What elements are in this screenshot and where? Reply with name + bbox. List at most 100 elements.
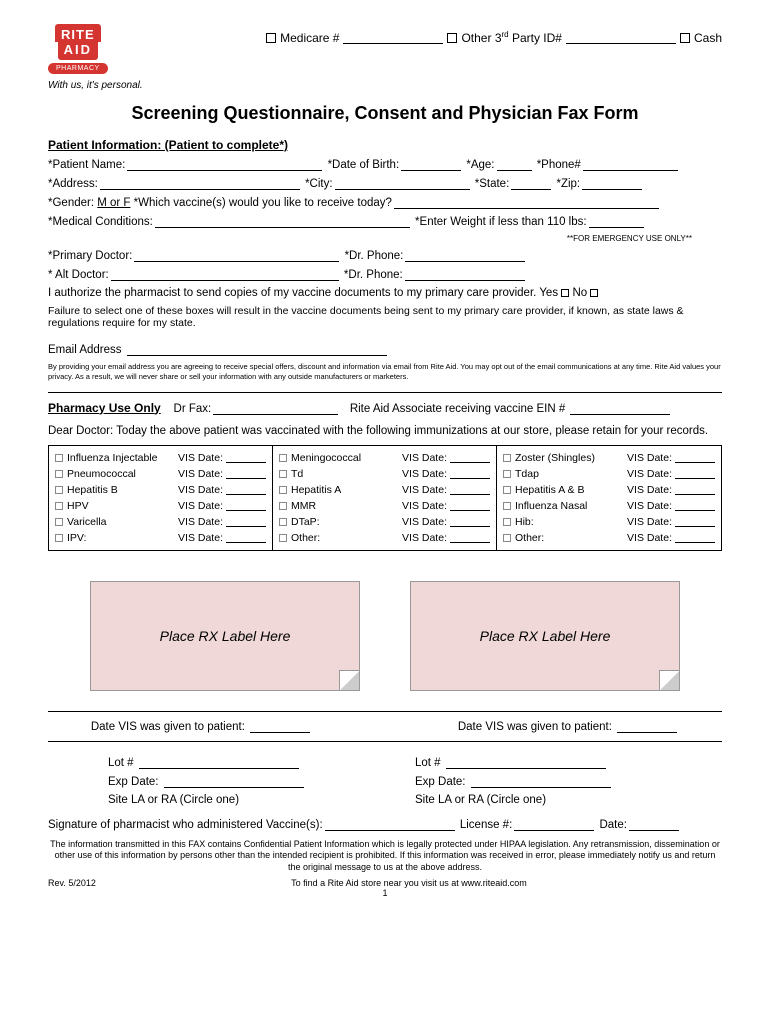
vaccine-row: Hepatitis A & BVIS Date: (503, 482, 715, 498)
vaccine-name: Influenza Nasal (515, 500, 627, 512)
vaccine-checkbox[interactable] (55, 502, 63, 510)
dr-fax-label: Dr Fax: (174, 403, 212, 415)
auth-yes-checkbox[interactable] (561, 289, 569, 297)
rx-labels-row: Place RX Label Here Place RX Label Here (48, 581, 722, 691)
medicare-checkbox[interactable] (266, 33, 276, 43)
vaccine-row: PneumococcalVIS Date: (55, 466, 266, 482)
pharmacy-heading-line: Pharmacy Use Only Dr Fax: Rite Aid Assoc… (48, 401, 722, 415)
vaccine-name: HPV (67, 500, 178, 512)
vis-date-field[interactable] (450, 532, 490, 543)
vaccine-checkbox[interactable] (279, 502, 287, 510)
exp-field-1[interactable] (164, 775, 304, 788)
primary-dr-field[interactable] (134, 249, 339, 262)
vis-date-field[interactable] (450, 500, 490, 511)
vaccine-checkbox[interactable] (279, 486, 287, 494)
vaccine-row: Hepatitis BVIS Date: (55, 482, 266, 498)
city-field[interactable] (335, 177, 470, 190)
license-field[interactable] (514, 818, 594, 831)
medcond-line: *Medical Conditions: *Enter Weight if le… (48, 215, 722, 228)
vaccine-checkbox[interactable] (503, 534, 511, 542)
vaccine-checkbox[interactable] (279, 534, 287, 542)
auth-no-checkbox[interactable] (590, 289, 598, 297)
other-checkbox[interactable] (447, 33, 457, 43)
vaccine-name: DTaP: (291, 516, 402, 528)
vis-date-field[interactable] (675, 452, 715, 463)
vaccine-row: Influenza InjectableVIS Date: (55, 450, 266, 466)
pharmacy-heading: Pharmacy Use Only (48, 401, 161, 415)
date-vis-field-2[interactable] (617, 720, 677, 733)
vaccine-checkbox[interactable] (55, 518, 63, 526)
vaccine-checkbox[interactable] (55, 454, 63, 462)
other-field[interactable] (566, 31, 676, 44)
sig-field[interactable] (325, 818, 455, 831)
exp-field-2[interactable] (471, 775, 611, 788)
dob-field[interactable] (401, 158, 461, 171)
vaccine-checkbox[interactable] (55, 486, 63, 494)
lot-field-2[interactable] (446, 756, 606, 769)
vaccine-checkbox[interactable] (503, 486, 511, 494)
signature-line: Signature of pharmacist who administered… (48, 818, 722, 831)
email-field[interactable] (127, 343, 387, 356)
vaccine-checkbox[interactable] (279, 454, 287, 462)
vis-date-field[interactable] (450, 468, 490, 479)
rule-3 (48, 741, 722, 742)
vis-date-field[interactable] (226, 484, 266, 495)
ein-field[interactable] (570, 402, 670, 415)
phone-field[interactable] (583, 158, 678, 171)
gender-value[interactable]: M or F (97, 197, 130, 209)
cash-label: Cash (694, 31, 722, 45)
vis-date-label: VIS Date: (402, 532, 447, 544)
vis-date-label: VIS Date: (627, 484, 672, 496)
vis-date-field[interactable] (226, 452, 266, 463)
alt-phone-field[interactable] (405, 268, 525, 281)
vaccine-row: Other:VIS Date: (503, 530, 715, 546)
dr-fax-field[interactable] (213, 402, 338, 415)
medcond-field[interactable] (155, 215, 410, 228)
vaccine-row: Zoster (Shingles)VIS Date: (503, 450, 715, 466)
site-label-1[interactable]: Site LA or RA (Circle one) (108, 794, 239, 806)
vis-date-field[interactable] (450, 516, 490, 527)
vis-date-field[interactable] (450, 452, 490, 463)
date-field[interactable] (629, 818, 679, 831)
vaccine-checkbox[interactable] (503, 502, 511, 510)
vaccine-checkbox[interactable] (503, 470, 511, 478)
vaccine-checkbox[interactable] (55, 534, 63, 542)
vaccine-name: Zoster (Shingles) (515, 452, 627, 464)
vis-date-field[interactable] (675, 484, 715, 495)
lot-field-1[interactable] (139, 756, 299, 769)
zip-field[interactable] (582, 177, 642, 190)
address-field[interactable] (100, 177, 300, 190)
state-field[interactable] (511, 177, 551, 190)
medicare-field[interactable] (343, 31, 443, 44)
weight-field[interactable] (589, 215, 644, 228)
vis-date-field[interactable] (675, 500, 715, 511)
vaccine-q-field[interactable] (394, 196, 659, 209)
site-label-2[interactable]: Site LA or RA (Circle one) (415, 794, 546, 806)
dr-phone-field[interactable] (405, 249, 525, 262)
vaccine-checkbox[interactable] (55, 470, 63, 478)
vis-date-field[interactable] (226, 532, 266, 543)
age-field[interactable] (497, 158, 532, 171)
vis-date-field[interactable] (450, 484, 490, 495)
vaccine-checkbox[interactable] (279, 470, 287, 478)
vis-date-field[interactable] (675, 516, 715, 527)
vis-date-field[interactable] (675, 532, 715, 543)
name-field[interactable] (127, 158, 322, 171)
cash-checkbox[interactable] (680, 33, 690, 43)
license-label: License #: (460, 819, 512, 831)
vaccine-name: Hib: (515, 516, 627, 528)
vaccine-name: Varicella (67, 516, 178, 528)
vaccine-checkbox[interactable] (503, 454, 511, 462)
date-vis-field-1[interactable] (250, 720, 310, 733)
vis-date-field[interactable] (226, 468, 266, 479)
alt-dr-field[interactable] (111, 268, 339, 281)
vis-date-label: VIS Date: (402, 516, 447, 528)
vis-date-field[interactable] (226, 500, 266, 511)
vis-date-label: VIS Date: (178, 452, 223, 464)
vis-date-field[interactable] (226, 516, 266, 527)
vaccine-name: Td (291, 468, 402, 480)
vaccine-checkbox[interactable] (279, 518, 287, 526)
other-label: Other 3rd Party ID# (461, 30, 562, 45)
vaccine-checkbox[interactable] (503, 518, 511, 526)
vis-date-field[interactable] (675, 468, 715, 479)
